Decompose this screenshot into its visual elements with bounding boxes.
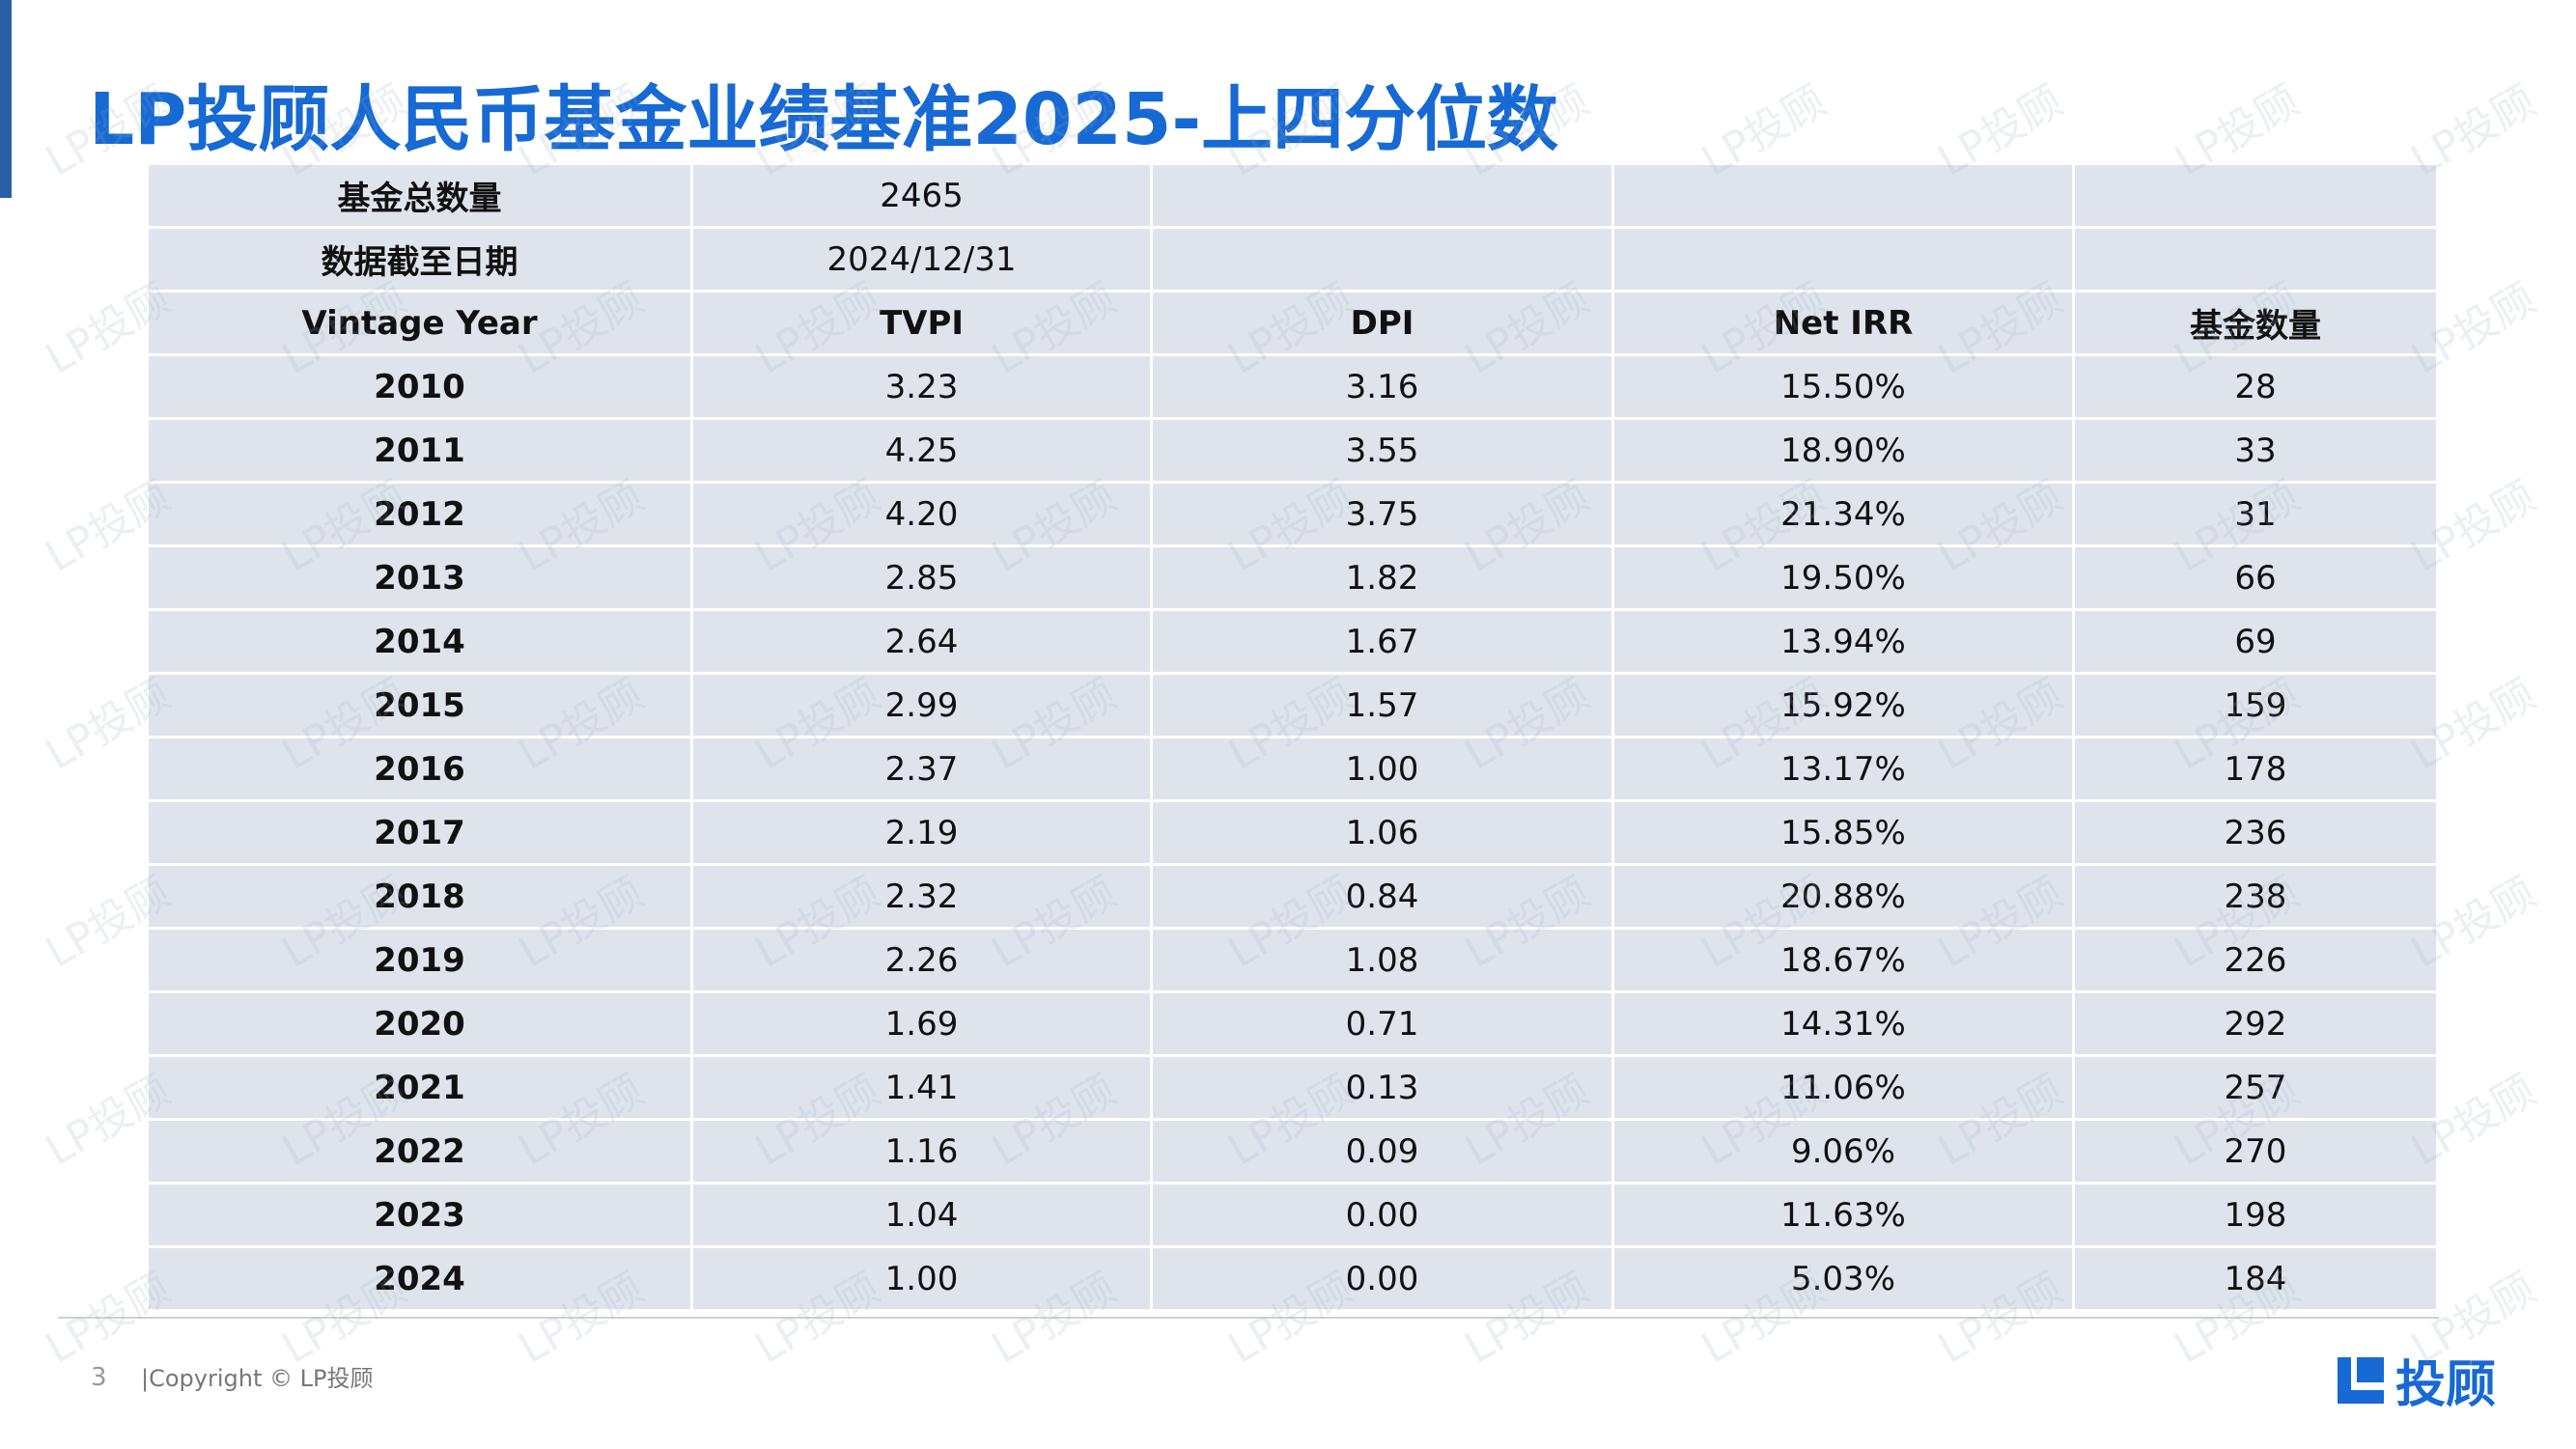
year-cell: 2010 [149, 356, 690, 417]
value-cell: 238 [2075, 866, 2436, 927]
value-cell: 198 [2075, 1184, 2436, 1245]
year-cell: 2020 [149, 993, 690, 1054]
summary-value: 2024/12/31 [693, 229, 1150, 290]
value-cell: 0.00 [1153, 1248, 1611, 1309]
empty-cell [1153, 229, 1611, 290]
value-cell: 3.75 [1153, 484, 1611, 544]
year-cell: 2024 [149, 1248, 690, 1309]
value-cell: 1.06 [1153, 802, 1611, 863]
value-cell: 2.19 [693, 802, 1150, 863]
footer-line [58, 1317, 2439, 1319]
value-cell: 5.03% [1614, 1248, 2072, 1309]
empty-cell [1153, 165, 1611, 226]
value-cell: 20.88% [1614, 866, 2072, 927]
value-cell: 1.00 [1153, 738, 1611, 799]
header-cell: Net IRR [1614, 293, 2072, 353]
page-number: 3 [91, 1363, 107, 1392]
summary-value: 2465 [693, 165, 1150, 226]
value-cell: 1.82 [1153, 547, 1611, 608]
value-cell: 1.08 [1153, 930, 1611, 990]
value-cell: 33 [2075, 420, 2436, 481]
value-cell: 1.04 [693, 1184, 1150, 1245]
value-cell: 292 [2075, 993, 2436, 1054]
value-cell: 2.99 [693, 675, 1150, 736]
year-cell: 2015 [149, 675, 690, 736]
value-cell: 2.32 [693, 866, 1150, 927]
logo-icon [2338, 1356, 2384, 1404]
value-cell: 2.26 [693, 930, 1150, 990]
value-cell: 0.13 [1153, 1057, 1611, 1118]
value-cell: 1.16 [693, 1121, 1150, 1182]
value-cell: 69 [2075, 611, 2436, 672]
year-cell: 2014 [149, 611, 690, 672]
value-cell: 2.64 [693, 611, 1150, 672]
value-cell: 4.20 [693, 484, 1150, 544]
header-cell: TVPI [693, 293, 1150, 353]
header-cell: DPI [1153, 293, 1611, 353]
value-cell: 15.92% [1614, 675, 2072, 736]
value-cell: 1.69 [693, 993, 1150, 1054]
year-cell: 2022 [149, 1121, 690, 1182]
year-cell: 2012 [149, 484, 690, 544]
value-cell: 0.84 [1153, 866, 1611, 927]
value-cell: 178 [2075, 738, 2436, 799]
year-cell: 2011 [149, 420, 690, 481]
value-cell: 1.00 [693, 1248, 1150, 1309]
value-cell: 2.37 [693, 738, 1150, 799]
value-cell: 15.85% [1614, 802, 2072, 863]
empty-cell [2075, 165, 2436, 226]
value-cell: 15.50% [1614, 356, 2072, 417]
value-cell: 3.55 [1153, 420, 1611, 481]
value-cell: 184 [2075, 1248, 2436, 1309]
logo: 投顾 [2332, 1344, 2496, 1416]
value-cell: 1.57 [1153, 675, 1611, 736]
value-cell: 4.25 [693, 420, 1150, 481]
empty-cell [1614, 165, 2072, 226]
logo-text: 投顾 [2395, 1356, 2497, 1414]
empty-cell [2075, 229, 2436, 290]
year-cell: 2018 [149, 866, 690, 927]
value-cell: 236 [2075, 802, 2436, 863]
value-cell: 3.16 [1153, 356, 1611, 417]
year-cell: 2016 [149, 738, 690, 799]
side-bar [0, 0, 12, 198]
value-cell: 31 [2075, 484, 2436, 544]
value-cell: 11.63% [1614, 1184, 2072, 1245]
value-cell: 226 [2075, 930, 2436, 990]
value-cell: 0.71 [1153, 993, 1611, 1054]
value-cell: 0.09 [1153, 1121, 1611, 1182]
value-cell: 66 [2075, 547, 2436, 608]
value-cell: 21.34% [1614, 484, 2072, 544]
value-cell: 0.00 [1153, 1184, 1611, 1245]
value-cell: 19.50% [1614, 547, 2072, 608]
value-cell: 257 [2075, 1057, 2436, 1118]
value-cell: 1.67 [1153, 611, 1611, 672]
header-cell: 基金数量 [2075, 293, 2436, 353]
value-cell: 13.17% [1614, 738, 2072, 799]
year-cell: 2013 [149, 547, 690, 608]
value-cell: 159 [2075, 675, 2436, 736]
value-cell: 18.67% [1614, 930, 2072, 990]
year-cell: 2017 [149, 802, 690, 863]
value-cell: 270 [2075, 1121, 2436, 1182]
summary-label: 基金总数量 [149, 165, 690, 226]
value-cell: 14.31% [1614, 993, 2072, 1054]
value-cell: 11.06% [1614, 1057, 2072, 1118]
value-cell: 13.94% [1614, 611, 2072, 672]
title: LP投顾人民币基金业绩基准2025-上四分位数 [89, 78, 1559, 161]
header-cell: Vintage Year [149, 293, 690, 353]
value-cell: 2.85 [693, 547, 1150, 608]
empty-cell [1614, 229, 2072, 290]
copyright: |Copyright © LP投顾 [141, 1365, 374, 1392]
year-cell: 2023 [149, 1184, 690, 1245]
value-cell: 9.06% [1614, 1121, 2072, 1182]
value-cell: 1.41 [693, 1057, 1150, 1118]
value-cell: 3.23 [693, 356, 1150, 417]
year-cell: 2021 [149, 1057, 690, 1118]
summary-label: 数据截至日期 [149, 229, 690, 290]
year-cell: 2019 [149, 930, 690, 990]
value-cell: 28 [2075, 356, 2436, 417]
value-cell: 18.90% [1614, 420, 2072, 481]
